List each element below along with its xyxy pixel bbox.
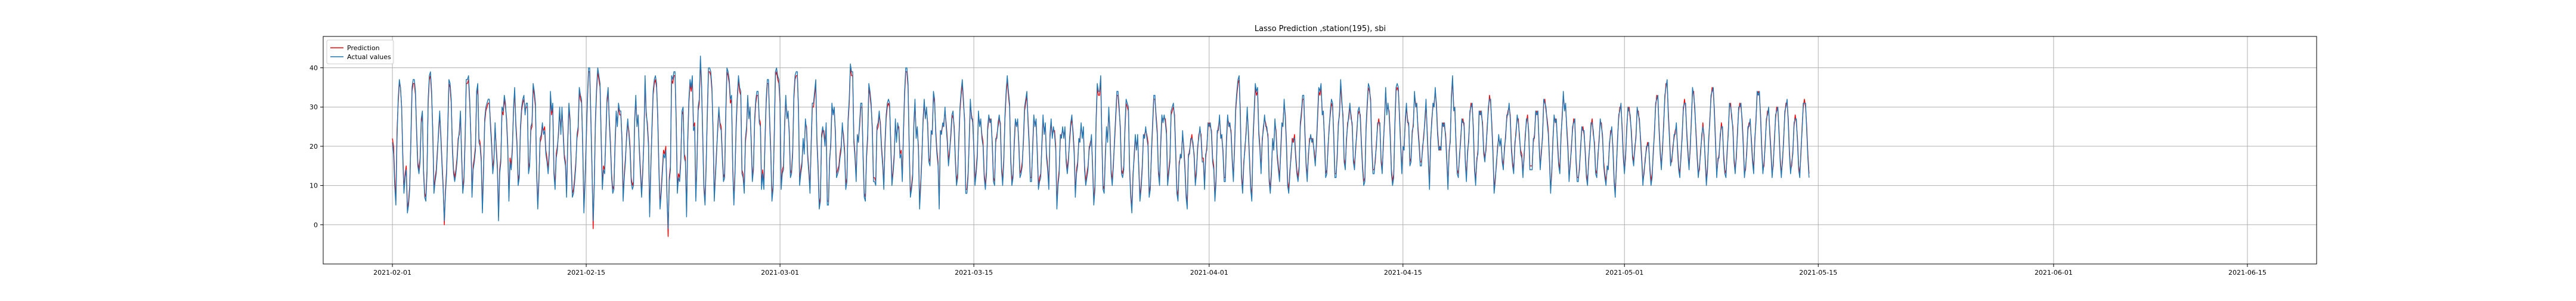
x-tick-label: 2021-02-15 <box>567 269 605 277</box>
x-tick-label: 2021-04-01 <box>1190 269 1228 277</box>
chart-title: Lasso Prediction ,station(195), sbi <box>1255 24 1386 33</box>
x-tick-label: 2021-03-15 <box>955 269 993 277</box>
y-tick-label: 30 <box>309 103 318 111</box>
y-tick-label: 10 <box>309 182 318 190</box>
x-tick-label: 2021-02-01 <box>373 269 411 277</box>
legend-label: Prediction <box>347 44 380 52</box>
x-tick-label: 2021-06-01 <box>2035 269 2073 277</box>
x-tick-label: 2021-04-15 <box>1384 269 1422 277</box>
y-tick-label: 0 <box>314 221 318 229</box>
x-tick-label: 2021-05-15 <box>1799 269 1837 277</box>
x-tick-label: 2021-03-01 <box>761 269 799 277</box>
x-tick-label: 2021-06-15 <box>2228 269 2267 277</box>
series-line-actual-values <box>392 56 1810 229</box>
plot-area <box>323 36 2317 265</box>
plot-lines <box>392 56 1810 237</box>
y-tick-label: 20 <box>309 143 318 150</box>
legend-label: Actual values <box>347 53 391 61</box>
axis-ticks: 0 10 20 30 40 2021-02-01 2021-02-15 2021-03-01 2… <box>309 64 2267 277</box>
legend-box <box>326 39 394 64</box>
y-tick-label: 40 <box>309 64 318 72</box>
x-tick-label: 2021-05-01 <box>1605 269 1643 277</box>
